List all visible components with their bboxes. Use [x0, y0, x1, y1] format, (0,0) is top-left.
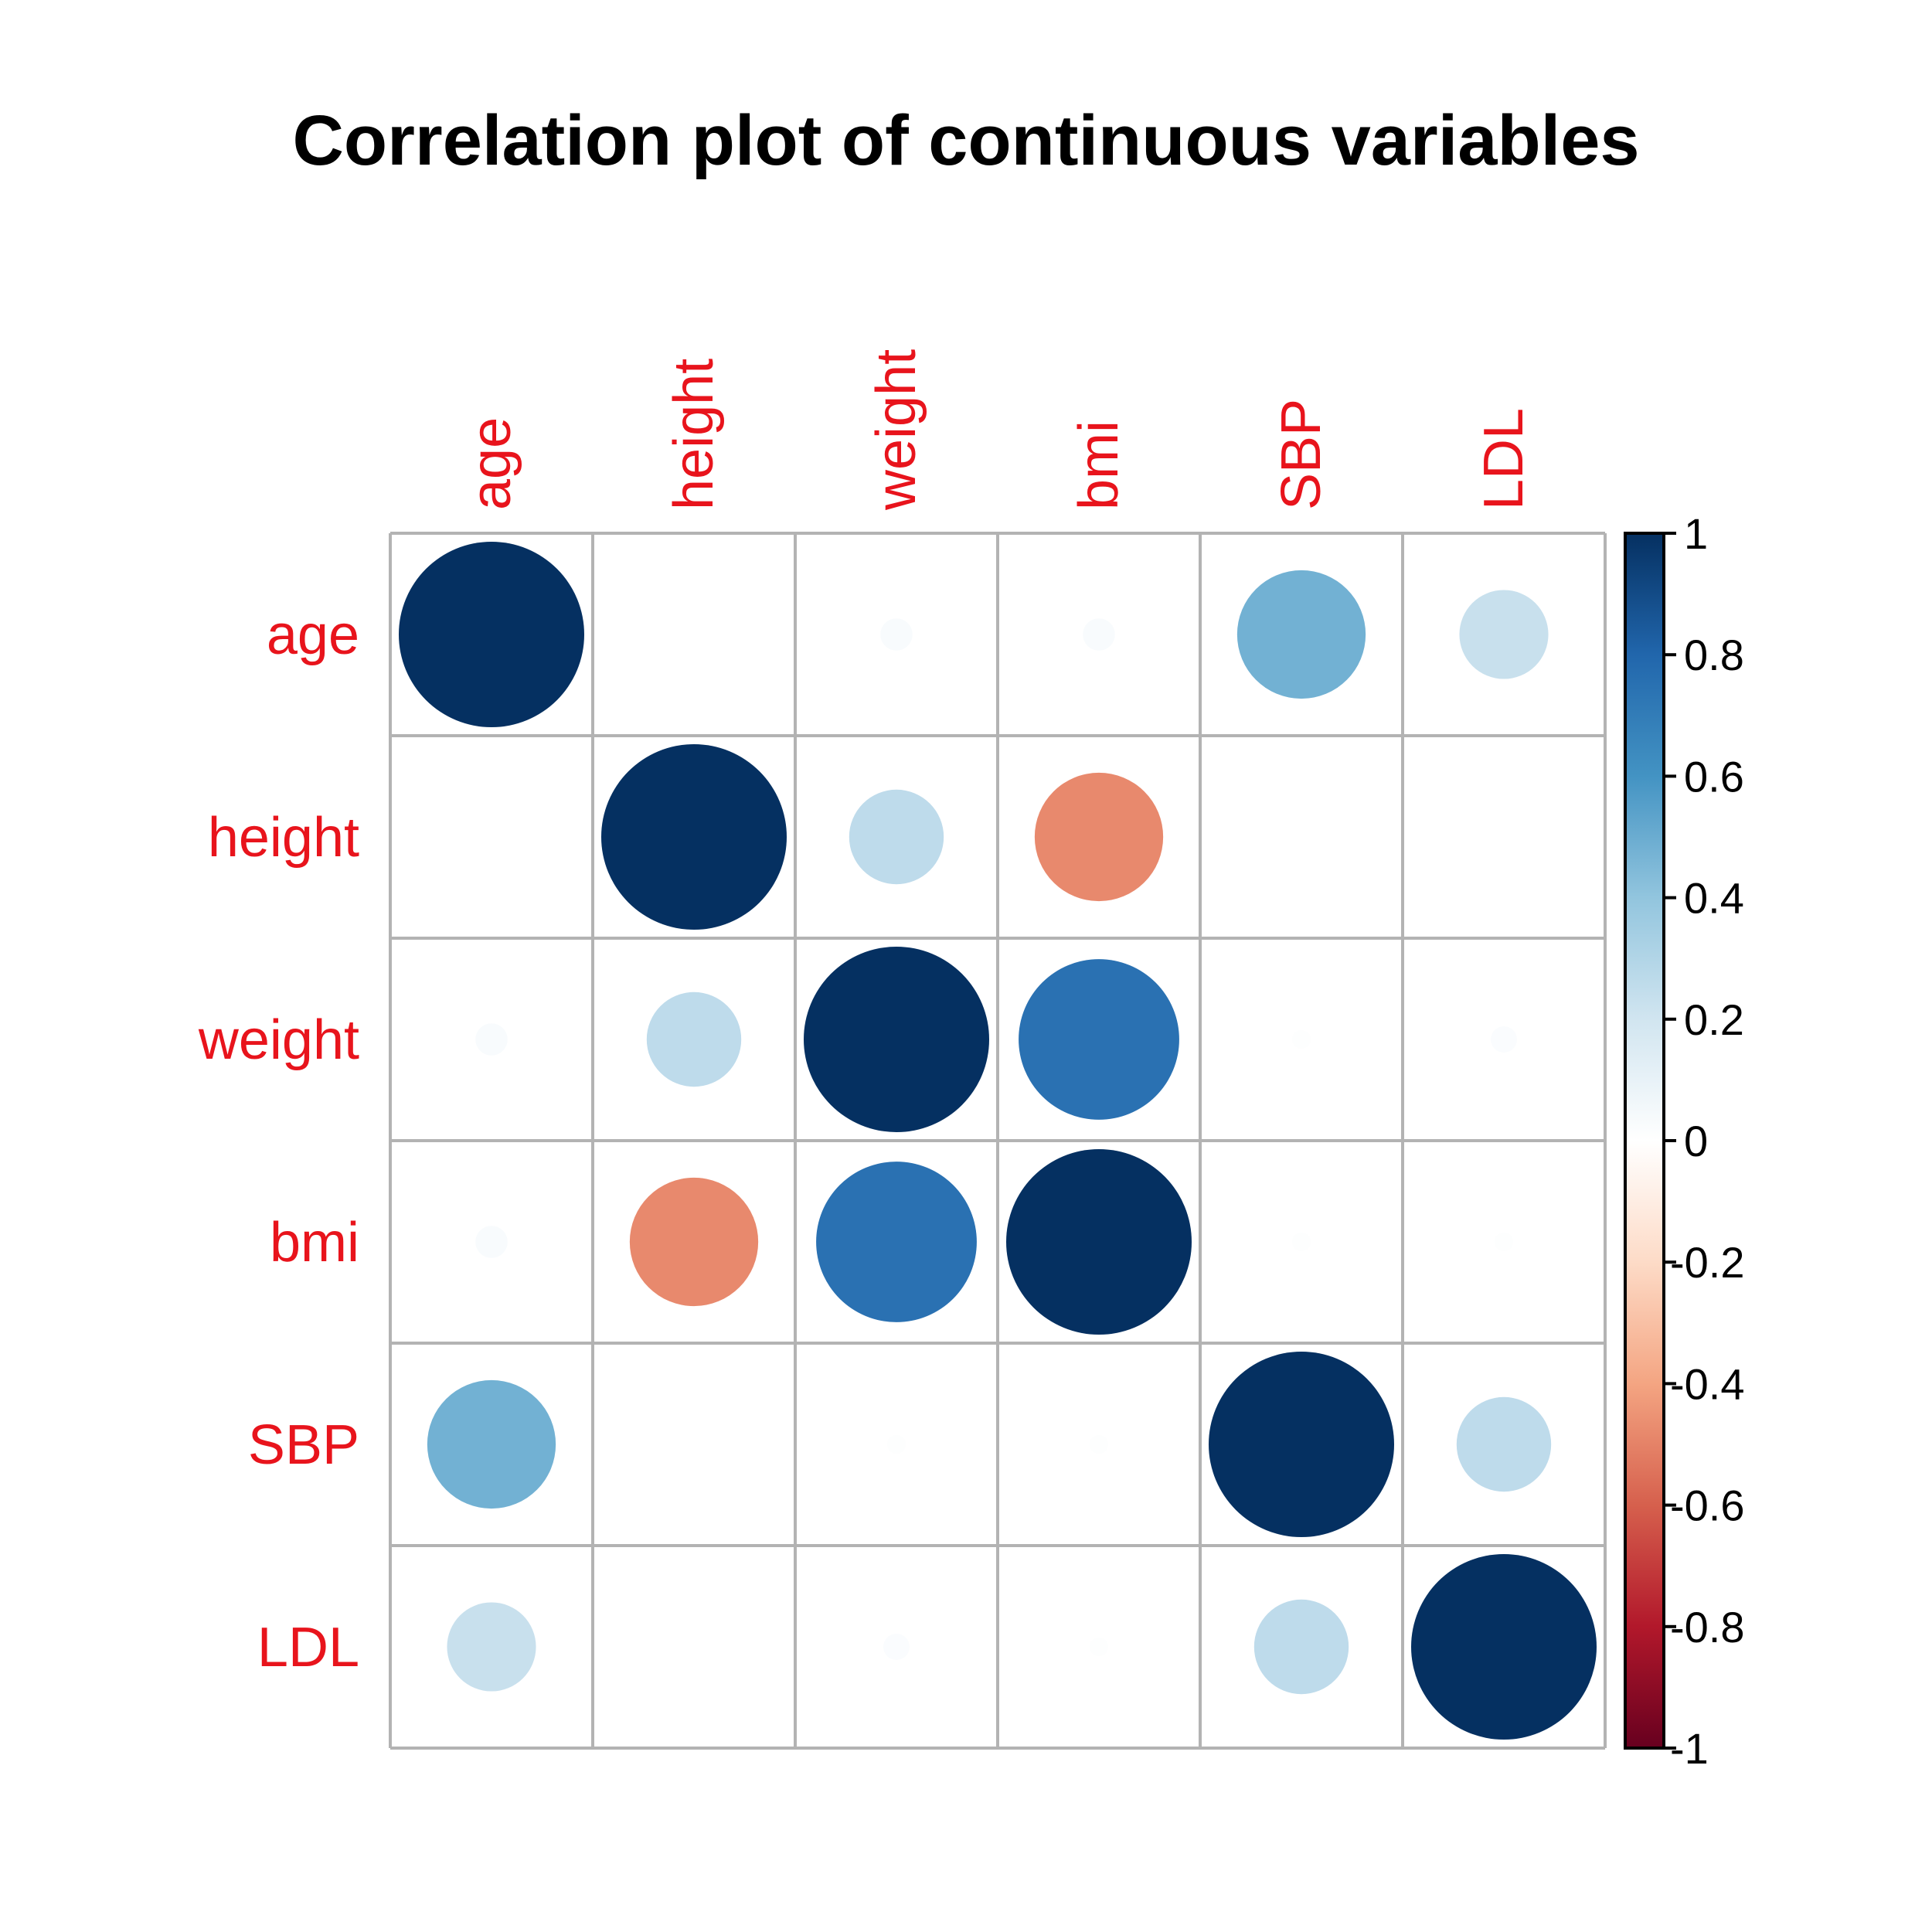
row-label-bmi: bmi [270, 1212, 359, 1274]
matrix-cell-height-SBP [1200, 736, 1403, 938]
colorbar-tick-label: 0.8 [1684, 631, 1744, 679]
corr-circle-height-bmi [1034, 772, 1164, 902]
colorbar-tick-label: -0.6 [1670, 1481, 1745, 1530]
row-label-height: height [208, 807, 359, 869]
corr-circle-weight-age [475, 1023, 508, 1056]
corr-circle-age-SBP [1236, 570, 1366, 699]
corr-circle-bmi-LDL [1495, 1233, 1513, 1251]
corr-circle-LDL-age [447, 1602, 536, 1692]
colorbar-tick-label: -1 [1670, 1724, 1709, 1773]
corr-circle-SBP-LDL [1456, 1396, 1552, 1492]
matrix-grid [389, 532, 1607, 1750]
colorbar-gradient [1624, 532, 1665, 1750]
corr-circle-weight-bmi [1019, 959, 1179, 1120]
chart-title: Correlation plot of continuous variables [292, 101, 1640, 180]
corr-circle-bmi-bmi [1006, 1149, 1192, 1335]
corr-circle-bmi-weight [816, 1162, 977, 1322]
colorbar-tick-label: 0.6 [1684, 752, 1744, 801]
corr-circle-LDL-SBP [1253, 1599, 1349, 1695]
colorbar-tick-label: -0.2 [1670, 1238, 1745, 1287]
corr-circle-age-bmi [1083, 618, 1115, 651]
colorbar: 1 0.8 0.6 0.4 0.2 0 -0.2 -0.4 -0.6 -0.8 -1 [1624, 509, 1745, 1773]
matrix-cell-height-age [390, 736, 593, 938]
matrix-cell-age-height [593, 533, 795, 736]
corr-circle-height-weight [849, 789, 944, 885]
corr-circle-bmi-age [475, 1226, 508, 1258]
corr-circle-height-height [601, 744, 787, 930]
corr-circle-weight-LDL [1491, 1026, 1517, 1053]
corr-circle-weight-weight [804, 947, 989, 1132]
corr-circle-SBP-age [427, 1379, 556, 1509]
correlation-circles [399, 542, 1597, 1740]
corr-circle-age-LDL [1459, 590, 1549, 679]
column-labels: age height weight bmi SBP LDL [461, 349, 1535, 511]
column-label-SBP: SBP [1270, 399, 1332, 510]
corr-circle-weight-height [646, 992, 742, 1087]
corr-circle-SBP-bmi [1090, 1435, 1108, 1454]
column-label-age: age [461, 417, 522, 510]
row-labels: age height weight bmi SBP LDL [198, 604, 359, 1679]
colorbar-tick-label: 1 [1684, 509, 1708, 558]
corr-circle-weight-SBP [1292, 1030, 1311, 1049]
corr-circle-age-age [399, 542, 584, 727]
column-label-height: height [663, 359, 725, 510]
row-label-age: age [267, 604, 359, 666]
column-label-weight: weight [866, 349, 927, 511]
column-label-LDL: LDL [1473, 408, 1535, 510]
matrix-cell-height-LDL [1403, 736, 1605, 938]
corr-circle-SBP-SBP [1209, 1352, 1394, 1537]
row-label-weight: weight [198, 1009, 359, 1071]
corr-circle-SBP-weight [887, 1435, 906, 1454]
colorbar-tick-label: 0.2 [1684, 995, 1744, 1044]
matrix-cell-SBP-height [593, 1343, 795, 1546]
row-label-SBP: SBP [248, 1414, 359, 1476]
colorbar-tick-label: 0 [1684, 1117, 1708, 1165]
corr-circle-LDL-bmi [1090, 1638, 1108, 1656]
colorbar-tick-label: 0.4 [1684, 874, 1744, 923]
corr-circle-bmi-SBP [1292, 1233, 1311, 1251]
corr-circle-LDL-weight [883, 1634, 910, 1660]
matrix-cell-LDL-height [593, 1546, 795, 1748]
colorbar-tick-label: -0.4 [1670, 1359, 1745, 1408]
row-label-LDL: LDL [257, 1617, 359, 1679]
column-label-bmi: bmi [1068, 420, 1130, 510]
colorbar-tick-label: -0.8 [1670, 1603, 1745, 1651]
matrix-cells [390, 533, 1605, 1748]
corr-circle-bmi-height [629, 1177, 759, 1307]
corr-circle-age-weight [880, 618, 913, 651]
corr-circle-LDL-LDL [1411, 1554, 1597, 1740]
